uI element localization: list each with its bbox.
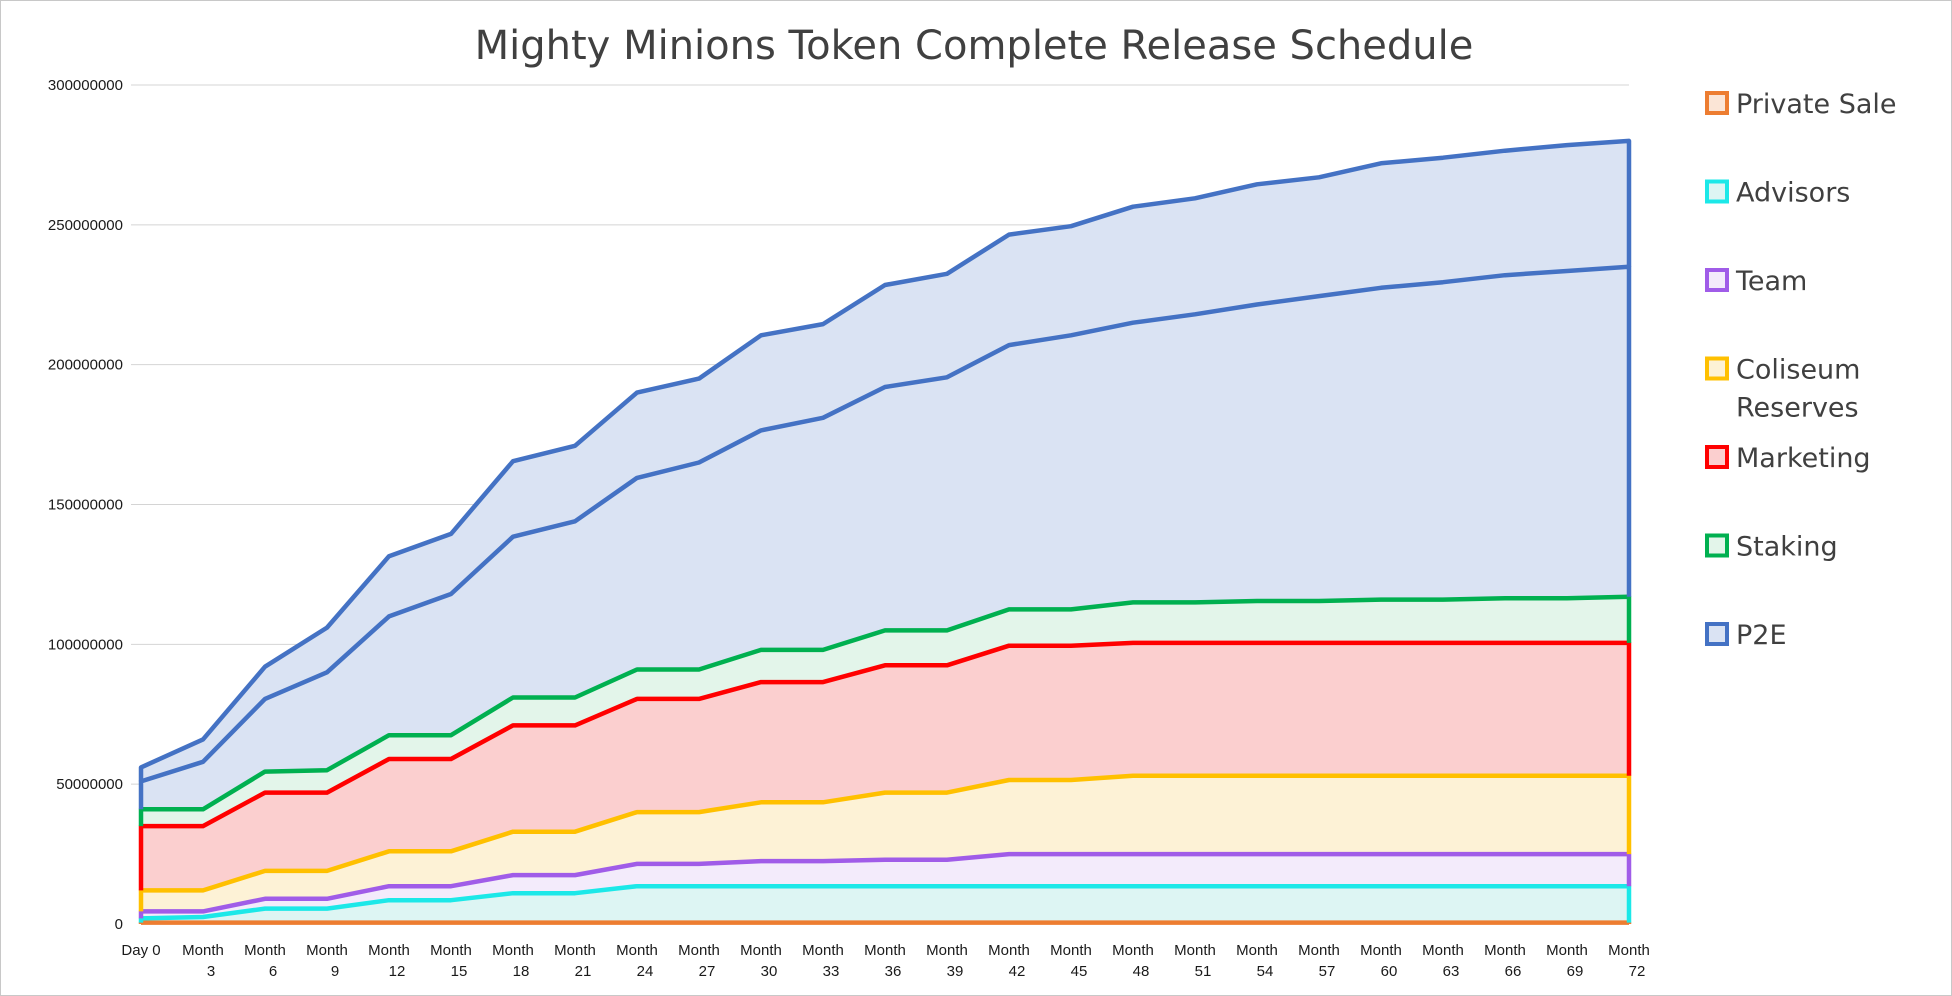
- x-tick-label: 33: [823, 963, 840, 980]
- series-line-p2e-envelope: [138, 138, 1632, 782]
- legend-label: Marketing: [1736, 443, 1871, 474]
- x-tick-label: Month: [1112, 942, 1154, 959]
- series-line-staking: [138, 594, 1632, 827]
- y-tick-label: 150000000: [48, 497, 123, 514]
- x-tick-label: Month: [1050, 942, 1092, 959]
- x-tick-label: 45: [1071, 963, 1088, 980]
- x-tick-label: Month: [926, 942, 968, 959]
- x-tick-label: Month: [678, 942, 720, 959]
- x-tick-label: 72: [1629, 963, 1646, 980]
- x-tick-label: Month: [1422, 942, 1464, 959]
- area-band-team: [141, 854, 1629, 919]
- x-tick-label: 9: [331, 963, 339, 980]
- legend-swatch: [1705, 622, 1729, 646]
- x-tick-label: 6: [269, 963, 277, 980]
- x-tick-label: 69: [1567, 963, 1584, 980]
- series-line-marketing: [138, 640, 1632, 891]
- legend-label: P2E: [1736, 620, 1787, 651]
- legend-swatch: [1705, 179, 1729, 204]
- series-line-advisors: [138, 883, 1632, 923]
- x-tick-label: Month: [1236, 942, 1278, 959]
- legend-label: Reserves: [1736, 393, 1859, 424]
- x-tick-label: 51: [1195, 963, 1212, 980]
- area-band-p2e: [141, 266, 1629, 810]
- series-lines: [138, 138, 1632, 925]
- x-tick-label: 15: [451, 963, 468, 980]
- series-line-coliseum-reserves: [138, 773, 1632, 912]
- y-axis: 0 50000000 100000000 150000000 200000000 2500…: [48, 77, 123, 933]
- x-tick-label: 27: [699, 963, 716, 980]
- x-tick-label: Month: [1608, 942, 1650, 959]
- x-tick-label: 63: [1443, 963, 1460, 980]
- legend-label: Staking: [1736, 532, 1838, 563]
- y-tick-label: 50000000: [56, 776, 123, 793]
- x-tick-label: Month: [1546, 942, 1588, 959]
- legend-swatch: [1705, 91, 1729, 115]
- x-tick-label: Month: [368, 942, 410, 959]
- chart-title: Mighty Minions Token Complete Release Sc…: [475, 23, 1474, 69]
- x-tick-label: 21: [575, 963, 592, 980]
- series-line-team: [138, 851, 1632, 919]
- x-tick-label: Month: [616, 942, 658, 959]
- x-tick-label: Month: [244, 942, 286, 959]
- area-band-marketing: [141, 642, 1629, 891]
- x-tick-label: Month: [988, 942, 1030, 959]
- x-tick-label: 18: [513, 963, 530, 980]
- x-tick-label: Day 0: [121, 942, 160, 959]
- x-tick-label: 12: [389, 963, 406, 980]
- x-tick-label: Month: [802, 942, 844, 959]
- y-tick-label: 250000000: [48, 217, 123, 234]
- y-tick-label: 0: [115, 916, 123, 933]
- y-tick-label: 100000000: [48, 636, 123, 653]
- legend-swatch: [1705, 533, 1729, 558]
- x-tick-label: 57: [1319, 963, 1336, 980]
- legend: Private Sale Advisors Team Coliseum Reserves…: [1705, 89, 1897, 651]
- x-tick-label: 24: [637, 963, 654, 980]
- x-tick-label: Month: [430, 942, 472, 959]
- x-tick-label: Month: [864, 942, 906, 959]
- y-tick-label: 300000000: [48, 77, 123, 94]
- x-tick-label: Month: [1298, 942, 1340, 959]
- x-tick-label: Month: [306, 942, 348, 959]
- x-tick-label: 54: [1257, 963, 1274, 980]
- x-axis: Day 0 Month 3 Month 6 Month 9 Month 12 Month 15 Mon…: [121, 942, 1649, 980]
- x-tick-label: Month: [740, 942, 782, 959]
- x-tick-label: 42: [1009, 963, 1026, 980]
- x-tick-label: Month: [1174, 942, 1216, 959]
- legend-swatch: [1705, 445, 1729, 469]
- x-tick-label: Month: [1484, 942, 1526, 959]
- area-band-coliseum-reserves: [141, 775, 1629, 912]
- x-tick-label: 3: [207, 963, 215, 980]
- legend-swatch: [1705, 268, 1729, 292]
- x-tick-label: Month: [1360, 942, 1402, 959]
- legend-label: Private Sale: [1736, 89, 1897, 120]
- series-line-p2e: [138, 264, 1632, 810]
- y-tick-label: 200000000: [48, 357, 123, 374]
- legend-label: Team: [1735, 266, 1807, 297]
- area-band-p2e-envelope: [141, 140, 1629, 782]
- series-line-private-sale: [138, 920, 1632, 925]
- x-tick-label: Month: [554, 942, 596, 959]
- legend-label: Coliseum: [1736, 355, 1860, 386]
- x-tick-label: 48: [1133, 963, 1150, 980]
- legend-swatch: [1705, 356, 1729, 381]
- x-tick-label: 36: [885, 963, 902, 980]
- x-tick-label: Month: [492, 942, 534, 959]
- x-tick-label: Month: [182, 942, 224, 959]
- stacked-areas: [141, 140, 1629, 924]
- x-tick-label: 60: [1381, 963, 1398, 980]
- x-tick-label: 30: [761, 963, 778, 980]
- area-band-staking: [141, 596, 1629, 827]
- legend-label: Advisors: [1736, 178, 1850, 209]
- x-tick-label: 39: [947, 963, 964, 980]
- x-tick-label: 66: [1505, 963, 1522, 980]
